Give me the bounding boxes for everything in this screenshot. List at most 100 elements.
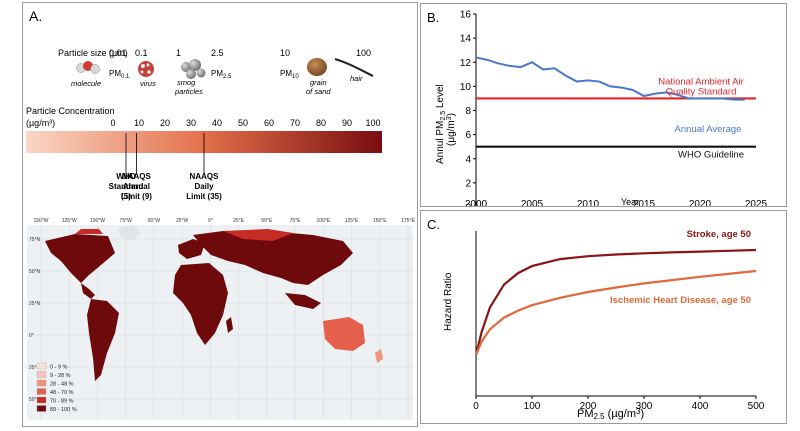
pm25-label: PM2.5 bbox=[211, 69, 232, 80]
pm10-label: PM10 bbox=[280, 69, 299, 80]
map-lat-25-n: 25°N bbox=[29, 301, 41, 307]
panel-b: B. 0246810121416200020052010201520202025… bbox=[420, 3, 787, 214]
chart-b-ylabel-line2: (µg/m3) bbox=[446, 113, 457, 146]
conc-tick-50: 50 bbox=[238, 118, 248, 128]
particle-molecule: molecule bbox=[71, 79, 101, 88]
chart-c-series-ischemic-heart-disease-age-50 bbox=[474, 269, 757, 356]
chart-c-xtick-100: 100 bbox=[524, 401, 541, 412]
chart-b-xtick-2025: 2025 bbox=[745, 199, 768, 206]
chart-b-xtick-2015: 2015 bbox=[633, 199, 656, 206]
panel-b-label: B. bbox=[427, 10, 439, 25]
chart-b-ytick-14: 14 bbox=[460, 34, 472, 45]
map-legend-label-0: 0 - 9 % bbox=[50, 365, 68, 371]
map-lon-75-w: 75°W bbox=[120, 218, 133, 224]
map-lon-25-e: 25°E bbox=[233, 218, 245, 224]
map-lat-50-s: 50°S bbox=[29, 397, 41, 403]
conc-tick-30: 30 bbox=[186, 118, 196, 128]
asia-shape bbox=[193, 231, 353, 285]
concentration-title: Particle Concentration bbox=[26, 106, 115, 116]
marker-label-5-0: WHO bbox=[116, 172, 136, 181]
conc-tick-20: 20 bbox=[160, 118, 170, 128]
chart-c-series-stroke-age-50 bbox=[474, 248, 757, 356]
chart-b-ytick-2: 2 bbox=[465, 178, 471, 189]
size-tick-2.5: 2.5 bbox=[211, 48, 224, 58]
chart-b-xtick-2000: 2000 bbox=[465, 199, 488, 206]
greenland-shape bbox=[118, 225, 141, 241]
particle-sand-line1: grain bbox=[310, 78, 327, 87]
map-legend-label-3: 48 - 70 % bbox=[50, 390, 74, 396]
africa-shape bbox=[173, 263, 228, 345]
map-lat-75-n: 75°N bbox=[29, 237, 41, 243]
smog-particles-icon bbox=[181, 59, 206, 79]
map-legend-swatch-3 bbox=[36, 388, 47, 395]
map-lon-150-w: 150°W bbox=[33, 218, 48, 224]
chart-c-legend-ihd: Ischemic Heart Disease, age 50 bbox=[610, 295, 751, 306]
chart-c-xtick-300: 300 bbox=[636, 401, 653, 412]
conc-tick-60: 60 bbox=[264, 118, 274, 128]
conc-tick-40: 40 bbox=[212, 118, 222, 128]
size-tick-100: 100 bbox=[356, 48, 371, 58]
chart-b-ytick-6: 6 bbox=[465, 130, 471, 141]
grain-of-sand-icon bbox=[307, 58, 327, 76]
map-lon-125-e: 125°E bbox=[345, 218, 359, 224]
russia-north-shape bbox=[223, 229, 293, 241]
chart-b-series bbox=[475, 56, 745, 101]
particle-hair: hair bbox=[350, 74, 363, 83]
size-tick-0.01: 0.01 bbox=[109, 48, 127, 58]
map-lon-175-e: 175°E bbox=[401, 218, 415, 224]
chart-b-xtick-2005: 2005 bbox=[521, 199, 544, 206]
chart-b-svg: B. 0246810121416200020052010201520202025… bbox=[427, 10, 768, 214]
map-lon-25-w: 25°W bbox=[176, 218, 189, 224]
southeast-asia-shape bbox=[285, 293, 321, 309]
chart-c-legend: Stroke, age 50 Ischemic Heart Disease, ag… bbox=[610, 229, 751, 306]
size-tick-10: 10 bbox=[280, 48, 290, 58]
map-lon-125-w: 125°W bbox=[62, 218, 77, 224]
particle-smog-line1: smog bbox=[177, 78, 196, 87]
marker-label-9-2: Limit (9) bbox=[121, 192, 152, 201]
conc-tick-10: 10 bbox=[134, 118, 144, 128]
marker-label-35-0: NAAQS bbox=[190, 172, 220, 181]
concentration-ticks: 0 10 20 30 40 50 60 70 80 90 100 bbox=[110, 118, 380, 128]
chart-b-series-annual-average bbox=[475, 56, 745, 101]
conc-tick-80: 80 bbox=[316, 118, 326, 128]
marker-label-35-1: Daily bbox=[194, 182, 214, 191]
map-lon-100-e: 100°E bbox=[316, 218, 330, 224]
chart-b-ytick-8: 8 bbox=[465, 106, 471, 117]
chart-b-ytick-4: 4 bbox=[465, 154, 471, 165]
map-lon-0: 0° bbox=[208, 218, 213, 224]
marker-label-35-2: Limit (35) bbox=[186, 192, 222, 201]
panel-c: C. 0 100 200 300 400 500 Hazard Ratio PM2.5 (… bbox=[420, 210, 787, 424]
conc-tick-0: 0 bbox=[110, 118, 115, 128]
north-america-shape bbox=[45, 234, 115, 283]
map-lat-0: 0° bbox=[29, 333, 34, 339]
panel-a: A. Particle size (µm) 0.01 0.1 1 2.5 10 … bbox=[22, 2, 418, 427]
chart-b-legend-annual: Annual Average bbox=[675, 124, 742, 135]
map-lon-100-w: 100°W bbox=[90, 218, 105, 224]
panel-c-label: C. bbox=[427, 217, 440, 232]
chart-c-xtick-0: 0 bbox=[473, 401, 479, 412]
australia-shape bbox=[323, 317, 365, 351]
map-lon-150-e: 150°E bbox=[373, 218, 387, 224]
chart-c-axes: 0 100 200 300 400 500 bbox=[473, 231, 765, 412]
conc-tick-90: 90 bbox=[342, 118, 352, 128]
chart-c-svg: C. 0 100 200 300 400 500 Hazard Ratio PM2.5 (… bbox=[427, 217, 765, 421]
map-lon-50-w: 50°W bbox=[148, 218, 161, 224]
chart-c-xlabel: PM2.5 (µg/m3) bbox=[577, 407, 644, 421]
chart-b-legend-naaqs-1: Quality Standard bbox=[666, 86, 737, 97]
new-zealand-shape bbox=[375, 349, 383, 363]
map-legend-swatch-5 bbox=[36, 405, 47, 412]
conc-tick-70: 70 bbox=[290, 118, 300, 128]
size-tick-1: 1 bbox=[176, 48, 181, 58]
map-legend: 0 - 9 % 9 - 28 % 28 - 48 % 48 - 70 % 70 - 89… bbox=[36, 362, 77, 413]
chart-b-ytick-10: 10 bbox=[460, 82, 472, 93]
chart-b-ylabel-group: Annul PM2.5 Level (µg/m3) bbox=[435, 84, 457, 164]
chart-c-xtick-500: 500 bbox=[748, 401, 765, 412]
marker-label-9-1: Annual bbox=[123, 182, 150, 191]
chart-b-xtick-2020: 2020 bbox=[689, 199, 712, 206]
madagascar-shape bbox=[226, 317, 233, 333]
chart-b-ylabel-line1: Annul PM2.5 Level bbox=[435, 84, 447, 164]
conc-tick-100: 100 bbox=[365, 118, 380, 128]
particle-sand-line2: of sand bbox=[306, 87, 331, 96]
